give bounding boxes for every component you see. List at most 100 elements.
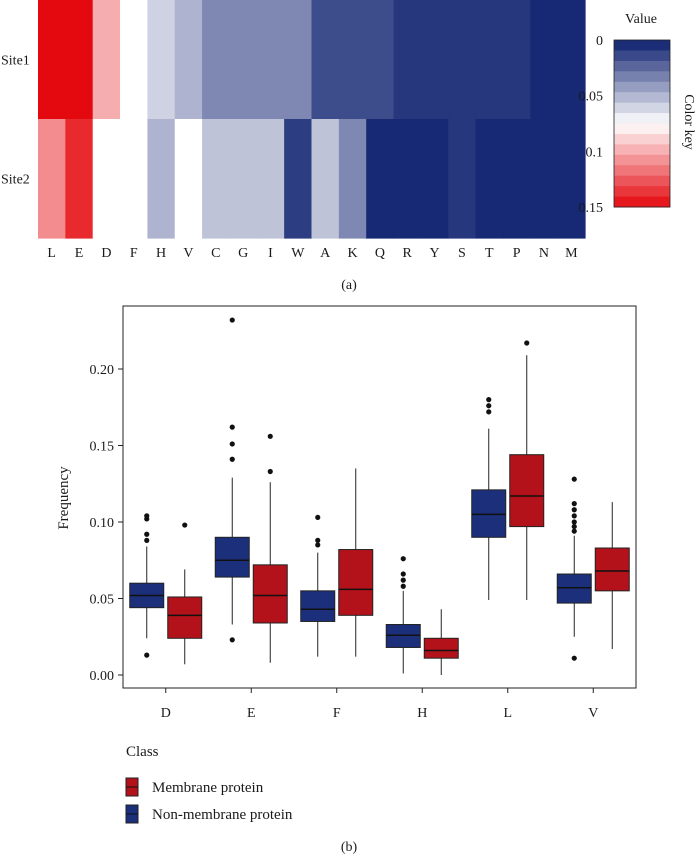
- heatmap-cell: [284, 119, 313, 239]
- box-H-non-membrane: [385, 556, 421, 674]
- box-F-membrane: [338, 468, 374, 657]
- color-key-swatch: [614, 81, 670, 93]
- x-tick-label: E: [247, 706, 256, 721]
- color-key-tick-label: 0.1: [586, 145, 604, 160]
- panel-b-label: (b): [341, 840, 358, 855]
- heatmap-cell: [174, 119, 203, 239]
- heatmap-cell: [147, 0, 176, 120]
- heatmap-column-label: I: [268, 246, 273, 261]
- heatmap-cell: [393, 0, 422, 120]
- heatmap-cell: [530, 0, 559, 120]
- outlier-point: [229, 317, 235, 323]
- heatmap-cell: [448, 119, 477, 239]
- heatmap-cell: [120, 0, 148, 120]
- outlier-point: [486, 403, 492, 409]
- heatmap-column-label: C: [211, 246, 220, 261]
- outlier-point: [571, 501, 577, 507]
- outlier-point: [571, 513, 577, 519]
- color-key-swatch: [614, 154, 670, 166]
- color-key-frame: [613, 39, 671, 208]
- box-iqr: [471, 489, 507, 538]
- box-iqr: [556, 573, 592, 604]
- outlier-point: [571, 476, 577, 482]
- color-key-tick-label: 0.05: [579, 90, 604, 105]
- color-key-swatch: [614, 144, 670, 156]
- x-tick-label: H: [417, 706, 427, 721]
- heatmap-column-label: V: [183, 246, 193, 261]
- heatmap-cell: [448, 0, 477, 120]
- y-axis-label: Frequency: [56, 466, 72, 530]
- heatmap-cell: [284, 0, 313, 120]
- heatmap-column-label: A: [320, 246, 331, 261]
- outlier-point: [144, 531, 150, 537]
- x-tick-label: V: [588, 706, 598, 721]
- heatmap-cell: [502, 119, 531, 239]
- color-key-tick-label: 0.15: [579, 201, 604, 216]
- heatmap-cell: [65, 0, 94, 120]
- heatmap-cell: [229, 0, 258, 120]
- color-key-swatch: [614, 133, 670, 145]
- y-tick-label: 0.15: [90, 440, 115, 455]
- color-key-swatch: [614, 113, 670, 124]
- heatmap-cell: [311, 119, 340, 239]
- heatmap-cell: [475, 119, 504, 239]
- color-key-title: Value: [625, 12, 657, 27]
- box-H-membrane: [423, 609, 459, 675]
- heatmap-column-label: H: [156, 246, 166, 261]
- box-iqr: [167, 596, 203, 639]
- outlier-point: [400, 556, 406, 562]
- outlier-point: [400, 577, 406, 583]
- heatmap-column-label: Y: [430, 246, 440, 261]
- box-E-membrane: [252, 433, 288, 663]
- box-V-non-membrane: [556, 476, 592, 661]
- heatmap-cell: [229, 119, 258, 239]
- box-iqr: [594, 547, 630, 592]
- heatmap-column-label: L: [47, 246, 56, 261]
- heatmap-cell: [65, 119, 94, 239]
- outlier-point: [315, 542, 321, 548]
- box-iqr: [338, 549, 374, 616]
- heatmap-cell: [420, 119, 449, 239]
- heatmap-cell: [256, 0, 285, 120]
- outlier-point: [486, 409, 492, 415]
- heatmap-panel: Site1 Site2 L E D F H V C G I W A K Q R Y S T P N M: [1, 0, 586, 261]
- box-E-non-membrane: [214, 317, 250, 643]
- y-tick-label: 0.20: [90, 363, 115, 378]
- outlier-point: [144, 537, 150, 543]
- outlier-point: [571, 519, 577, 525]
- legend-label: Membrane protein: [152, 780, 264, 796]
- box-iqr: [252, 564, 288, 624]
- heatmap-cell: [38, 0, 66, 120]
- heatmap-cell: [530, 119, 559, 239]
- heatmap-column-label: T: [485, 246, 494, 261]
- heatmap-cell: [202, 119, 231, 239]
- color-key-swatch: [614, 175, 670, 187]
- outlier-point: [571, 507, 577, 513]
- outlier-point: [229, 637, 235, 643]
- heatmap-cell: [92, 0, 121, 120]
- outlier-point: [229, 424, 235, 430]
- plot-frame: [122, 305, 637, 689]
- box-L-non-membrane: [471, 397, 507, 601]
- heatmap-column-label: Q: [375, 246, 385, 261]
- heatmap-cell: [38, 119, 66, 239]
- box-iqr: [423, 637, 459, 659]
- legend-label: Non-membrane protein: [152, 807, 293, 823]
- outlier-point: [267, 468, 273, 475]
- color-key-side-label: Color key: [681, 94, 696, 150]
- outlier-point: [571, 523, 577, 530]
- color-key-swatch: [614, 123, 670, 135]
- y-tick-label: 0.00: [90, 669, 115, 684]
- heatmap-cell: [256, 119, 285, 239]
- heatmap-cell: [475, 0, 504, 120]
- heatmap-cell: [502, 0, 531, 120]
- color-key: Value 0 0.05 0.1 0.15 Color key: [579, 12, 697, 216]
- heatmap-column-label: F: [130, 246, 138, 261]
- outlier-point: [144, 513, 150, 519]
- color-key-swatch: [614, 50, 670, 62]
- heatmap-cell: [174, 0, 203, 120]
- outlier-point: [486, 397, 492, 403]
- heatmap-column-label: S: [458, 246, 466, 261]
- heatmap-column-label: E: [75, 246, 84, 261]
- x-tick-label: D: [161, 706, 171, 721]
